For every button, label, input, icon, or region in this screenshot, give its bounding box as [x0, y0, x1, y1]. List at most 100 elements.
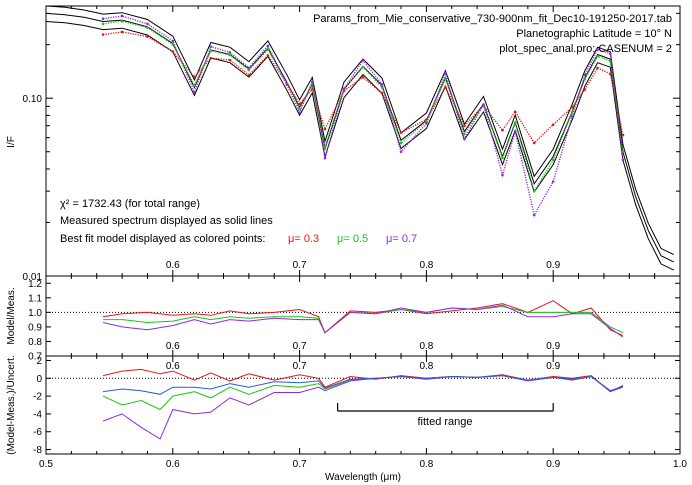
model-point [399, 131, 403, 134]
model-point [463, 137, 466, 141]
ylabel-residual: (Model-Meas.)/Uncert. [6, 355, 17, 454]
model-point [583, 73, 587, 77]
tick-labels: 0.6 0.7 0.8 0.9 0.6 0.7 0.8 0.9 0.6 0.7 0.8 0.9 0.5 0… [23, 94, 688, 470]
model-point [146, 22, 149, 26]
x-tick-label: 0.7 [293, 341, 307, 352]
y-tick-label: 0.8 [28, 337, 42, 348]
series-line [102, 375, 624, 440]
model-point [570, 110, 574, 113]
model-point [501, 173, 504, 177]
model-point [266, 54, 270, 57]
model-point [193, 90, 196, 94]
x-tick-label: 0.7 [293, 459, 307, 470]
model-point [621, 133, 625, 137]
x-tick-label: 0.7 [293, 361, 307, 372]
model-point [247, 68, 251, 72]
fitted-range-label: fitted range [417, 416, 472, 428]
y-tick-label: 1.2 [28, 279, 42, 290]
xlabel: Wavelength (μm) [325, 472, 401, 483]
series-line [103, 375, 624, 395]
model-point [228, 58, 232, 62]
model-point [583, 88, 587, 91]
model-point [501, 128, 504, 132]
model-point [444, 86, 447, 89]
model-point [596, 55, 599, 58]
model-point [298, 102, 301, 106]
series-line [103, 305, 624, 334]
model-point [380, 82, 384, 86]
model-point [513, 130, 517, 133]
x-tick-label: 0.6 [166, 341, 180, 352]
x-tick-label: 0.6 [166, 459, 180, 470]
model-points [103, 31, 624, 145]
series-line [102, 368, 624, 393]
y-tick-label: 0.7 [28, 352, 42, 363]
model-point [120, 19, 124, 23]
model-point [444, 72, 447, 75]
y-tick-label: 1.0 [28, 308, 42, 319]
model-point [209, 56, 213, 60]
model-point [513, 110, 517, 113]
model-point [171, 39, 175, 43]
x-tick-label: 0.8 [419, 341, 433, 352]
model-point [399, 150, 403, 154]
x-tick-label: 0.7 [293, 260, 307, 271]
model-point [323, 145, 327, 149]
y-tick-label: 0.01 [23, 272, 43, 283]
model-point [570, 105, 574, 109]
model-point [342, 87, 346, 91]
model-point [193, 75, 196, 79]
model-point [532, 189, 536, 193]
y-tick-label: 1.1 [28, 293, 42, 304]
model-point [608, 52, 612, 55]
model-series-07 [101, 14, 625, 218]
model-point [120, 30, 124, 34]
series-line [103, 300, 624, 337]
model-point [463, 124, 466, 128]
model-point [532, 141, 536, 145]
x-tick-label: 0.8 [419, 459, 433, 470]
model-point [209, 45, 213, 48]
series-line [102, 375, 624, 411]
x-tick-label: 0.8 [419, 260, 433, 271]
model-point [532, 213, 536, 217]
model-points [103, 15, 624, 218]
model-series-03 [101, 30, 625, 145]
y-tick-label: 0 [36, 374, 42, 385]
model-point [209, 49, 213, 52]
model-point [361, 76, 365, 79]
y-tick-label: 0.9 [28, 322, 42, 333]
model-point [380, 91, 384, 95]
model-point [323, 127, 327, 131]
ylabel-ratio: Model/Meas. [6, 287, 17, 344]
model-point [399, 141, 403, 145]
model-point [482, 103, 485, 106]
model-point [513, 121, 517, 124]
model-point [171, 50, 175, 53]
model-point [101, 17, 105, 20]
y-tick-label: 2 [36, 356, 42, 367]
model-point [228, 53, 232, 57]
header-line-3: plot_spec_anal.pro: CASENUM = 2 [499, 43, 672, 55]
model-point [120, 14, 124, 18]
x-tick-label: 1.0 [673, 459, 687, 470]
x-tick-label: 0.8 [419, 361, 433, 372]
residual-panel-frame [45, 355, 681, 455]
y-tick-label: -2 [33, 392, 42, 403]
model-point [608, 72, 612, 76]
y-tick-label: -8 [33, 445, 42, 456]
model-point [425, 122, 428, 125]
model-point [266, 48, 270, 51]
model-point [501, 156, 504, 160]
model-point [361, 59, 365, 62]
chi2-annotation: χ² = 1732.43 (for total range) [60, 198, 200, 210]
legend-mu-03: μ= 0.3 [288, 233, 319, 245]
model-point [596, 48, 599, 51]
header-line-2: Planetographic Latitude = 10° N [516, 28, 672, 40]
model-point [101, 33, 105, 36]
model-point [444, 77, 447, 80]
ylabel-spectrum: I/F [6, 136, 17, 148]
series-layer [45, 5, 674, 440]
y-tick-label: -6 [33, 427, 42, 438]
